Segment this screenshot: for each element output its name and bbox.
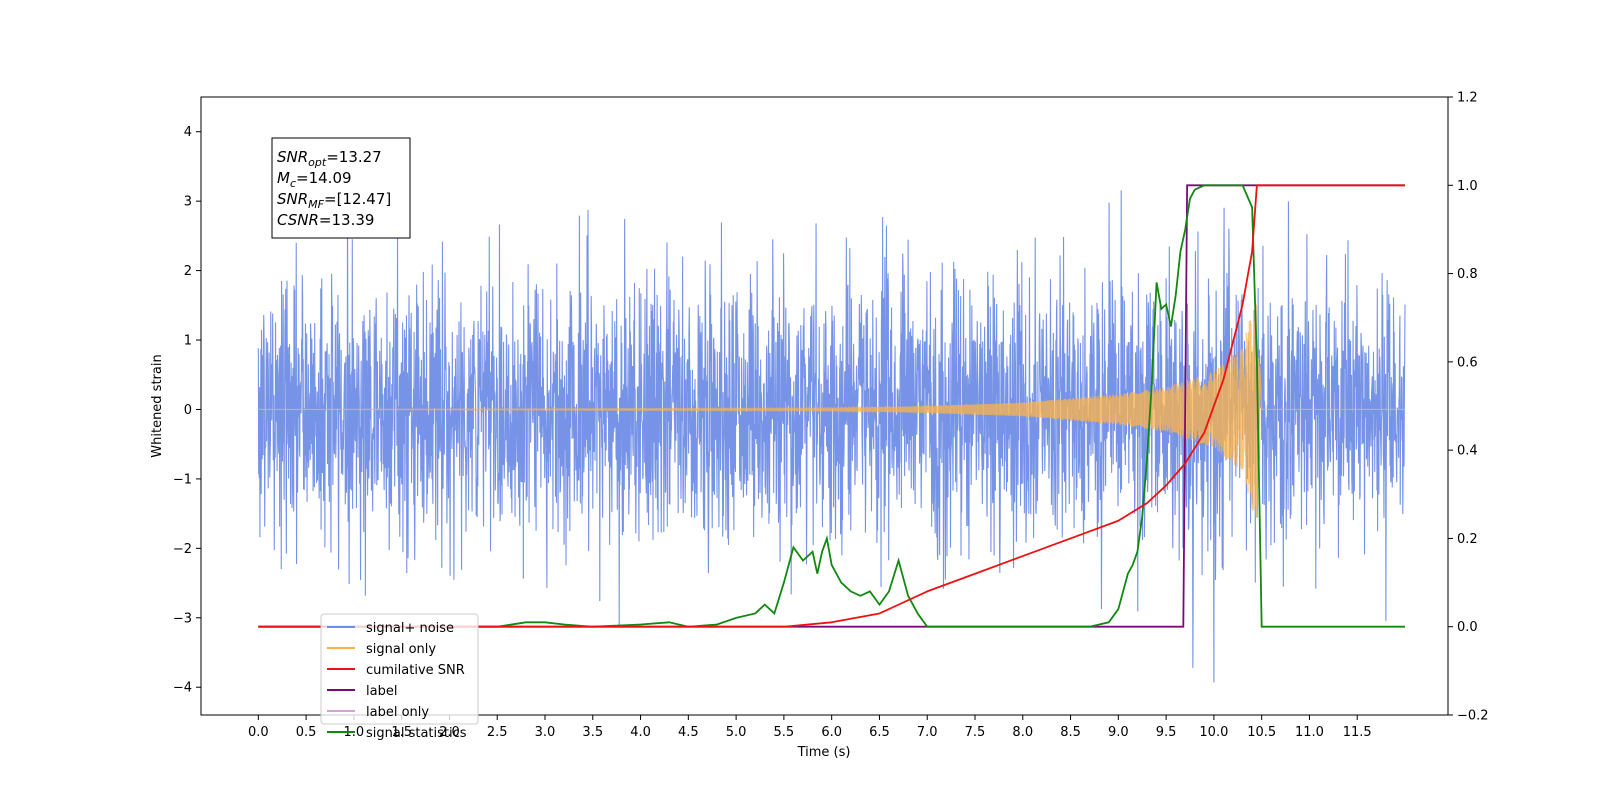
x-tick-label: 7.0 [917, 725, 938, 740]
series-cumulative-snr [258, 184, 1405, 628]
y-tick-label-right: 0.2 [1457, 532, 1478, 547]
x-tick-label: 10.0 [1199, 725, 1228, 740]
x-tick-label: 0.0 [248, 725, 269, 740]
x-tick-label: 5.5 [774, 725, 795, 740]
y-tick-label-right: 0.8 [1457, 267, 1478, 282]
x-tick-label: 4.0 [630, 725, 651, 740]
x-tick-label: 9.0 [1108, 725, 1129, 740]
stats-line: Mc=14.09 [277, 169, 352, 190]
x-tick-label: 3.5 [582, 725, 603, 740]
y-tick-label-left: 1 [184, 334, 192, 349]
x-tick-label: 10.5 [1247, 725, 1276, 740]
legend-entry: signal+ noise [366, 621, 454, 636]
x-tick-label: 6.0 [821, 725, 842, 740]
y-axis-label-left: Whitened strain [150, 354, 165, 457]
stats-annotation-box: SNRopt=13.27Mc=14.09SNRMF=[12.47]CSNR=13… [271, 137, 411, 239]
plot-area [257, 184, 1406, 683]
x-tick-label: 3.0 [535, 725, 556, 740]
x-tick-label: 11.5 [1343, 725, 1372, 740]
stats-line: SNRopt=13.27 [277, 148, 382, 169]
stats-line: CSNR=13.39 [277, 211, 374, 229]
y-tick-label-left: −4 [173, 681, 192, 696]
x-tick-label: 4.5 [678, 725, 699, 740]
axes: 0.0 0.5 1.0 1.5 2.0 2.5 3.0 3.5 4.0 4.5 5.0 5.5 6.0 6… [173, 91, 1489, 741]
series-signal-statistics [258, 184, 1405, 628]
y-tick-label-left: 0 [184, 403, 192, 418]
y-tick-label-right: 1.0 [1457, 179, 1478, 194]
x-axis-label: Time (s) [797, 745, 851, 760]
plot-frame [200, 96, 1449, 716]
stats-line: SNRMF=[12.47] [277, 190, 391, 211]
y-tick-label-left: 3 [184, 195, 192, 210]
x-tick-label: 11.0 [1295, 725, 1324, 740]
series-signal-noise [257, 190, 1406, 683]
legend-entry: signal only [366, 642, 436, 657]
y-tick-label-left: 4 [184, 125, 192, 140]
y-tick-label-left: 2 [184, 264, 192, 279]
legend-entry: cumilative SNR [366, 663, 465, 678]
x-tick-label: 6.5 [869, 725, 890, 740]
stats-box-frame [271, 137, 411, 239]
y-tick-label-right: 0.6 [1457, 355, 1478, 370]
legend: signal+ noise signal only cumilative SNR la… [320, 613, 479, 741]
x-tick-label: 5.0 [726, 725, 747, 740]
y-tick-label-right: 0.0 [1457, 620, 1478, 635]
x-tick-label: 8.0 [1012, 725, 1033, 740]
y-tick-label-left: −2 [173, 542, 192, 557]
y-tick-label-right: 1.2 [1457, 91, 1478, 106]
x-tick-label: 0.5 [296, 725, 317, 740]
y-tick-label-right: 0.4 [1457, 444, 1478, 459]
x-tick-label: 2.5 [487, 725, 508, 740]
y-tick-label-left: −3 [173, 611, 192, 626]
legend-entry: label only [366, 705, 429, 720]
series-signal-only [258, 304, 1405, 518]
legend-frame [320, 613, 479, 725]
x-tick-label: 9.5 [1156, 725, 1177, 740]
x-tick-label: 2.0 [439, 725, 460, 740]
y-tick-label-right: −0.2 [1457, 709, 1489, 724]
legend-entry: label [366, 684, 397, 699]
x-tick-label: 8.5 [1060, 725, 1081, 740]
x-tick-label: 7.5 [965, 725, 986, 740]
x-tick-label: 1.5 [391, 725, 412, 740]
legend-entry: signal statistics [366, 726, 467, 741]
y-tick-label-left: −1 [173, 472, 192, 487]
